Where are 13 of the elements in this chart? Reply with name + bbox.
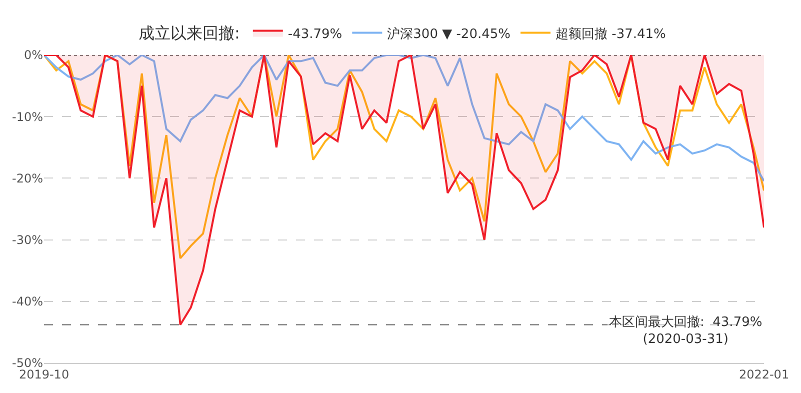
y-tick-label: -40%: [12, 294, 43, 309]
legend-label: 超额回撤 -37.41%: [556, 26, 666, 42]
y-tick-label: -30%: [12, 233, 43, 247]
y-tick-label: -20%: [12, 171, 43, 186]
legend-title: 成立以来回撤:: [138, 24, 240, 43]
annotation: 本区间最大回撤: 43.79% (2020-03-31): [609, 315, 762, 347]
legend-label: 沪深300 ▼ -20.45%: [387, 26, 510, 42]
y-tick-label: -10%: [12, 110, 43, 124]
line-series: [44, 55, 764, 260]
line-series: [44, 55, 764, 182]
x-tick-label: 2022-01: [738, 367, 790, 382]
y-tick-label: 0%: [24, 48, 43, 62]
legend-label: -43.79%: [288, 26, 342, 42]
